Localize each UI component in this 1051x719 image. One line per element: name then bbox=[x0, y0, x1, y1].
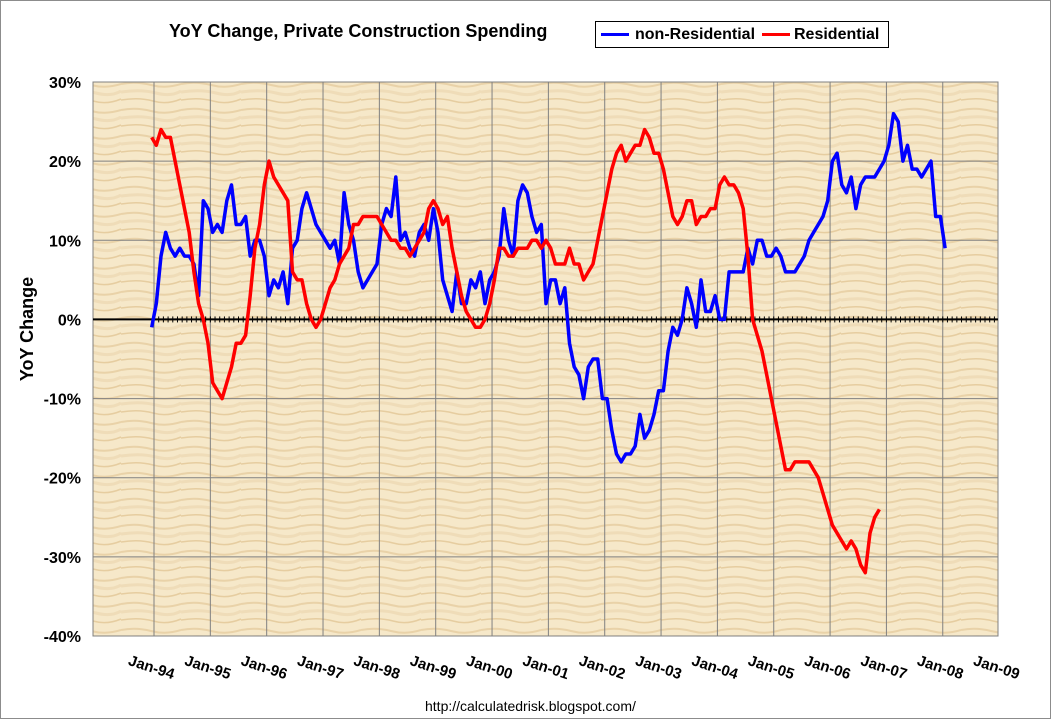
legend-label-residential: Residential bbox=[794, 26, 880, 43]
chart-title: YoY Change, Private Construction Spendin… bbox=[169, 21, 548, 41]
y-tick-label: 20% bbox=[49, 154, 81, 171]
x-tick-label: Jan-07 bbox=[859, 652, 909, 683]
plot-area bbox=[92, 81, 999, 637]
legend-label-non-residential: non-Residential bbox=[635, 26, 756, 43]
x-tick-label: Jan-94 bbox=[126, 652, 177, 683]
y-tick-label: 0% bbox=[58, 312, 81, 329]
plot-svg: 30% 20% 10% 0% -10% -20% -30% -40% Jan-94 Jan-95… bbox=[17, 75, 1022, 683]
x-tick-label: Jan-96 bbox=[239, 652, 289, 683]
series-line-non-residential bbox=[149, 111, 947, 464]
x-tick-labels: Jan-94 Jan-95 Jan-96 Jan-97 Jan-98 Jan-99 Jan-… bbox=[126, 652, 1022, 683]
source-note: http://calculatedrisk.blogspot.com/ bbox=[425, 698, 636, 714]
x-tick-label: Jan-04 bbox=[690, 652, 741, 683]
x-tick-label: Jan-02 bbox=[577, 652, 627, 683]
y-tick-label: -10% bbox=[44, 392, 81, 409]
x-tick-label: Jan-01 bbox=[521, 652, 571, 683]
series-line-residential bbox=[150, 127, 881, 575]
y-tick-label: -40% bbox=[44, 629, 81, 646]
zero-line-group bbox=[93, 316, 998, 323]
x-tick-label: Jan-95 bbox=[182, 652, 232, 683]
x-tick-label: Jan-06 bbox=[802, 652, 852, 683]
x-tick-label: Jan-05 bbox=[746, 652, 796, 683]
y-tick-label: -30% bbox=[44, 550, 81, 567]
x-tick-label: Jan-97 bbox=[295, 652, 345, 683]
y-tick-label: 30% bbox=[49, 75, 81, 92]
x-tick-label: Jan-99 bbox=[408, 652, 458, 683]
legend-swatch-residential bbox=[762, 33, 790, 36]
x-tick-label: Jan-03 bbox=[633, 652, 683, 683]
x-tick-label: Jan-08 bbox=[915, 652, 965, 683]
x-tick-label: Jan-09 bbox=[971, 652, 1021, 683]
y-tick-label: 10% bbox=[49, 233, 81, 250]
y-tick-label: -20% bbox=[44, 471, 81, 488]
legend-swatch-non-residential bbox=[601, 33, 629, 36]
x-tick-label: Jan-98 bbox=[352, 652, 402, 683]
series-group bbox=[149, 111, 947, 575]
y-axis-label: YoY Change bbox=[17, 277, 37, 381]
y-tick-labels: 30% 20% 10% 0% -10% -20% -30% -40% bbox=[44, 75, 81, 646]
chart-legend: non-Residential Residential bbox=[595, 21, 889, 48]
x-tick-label: Jan-00 bbox=[464, 652, 514, 683]
